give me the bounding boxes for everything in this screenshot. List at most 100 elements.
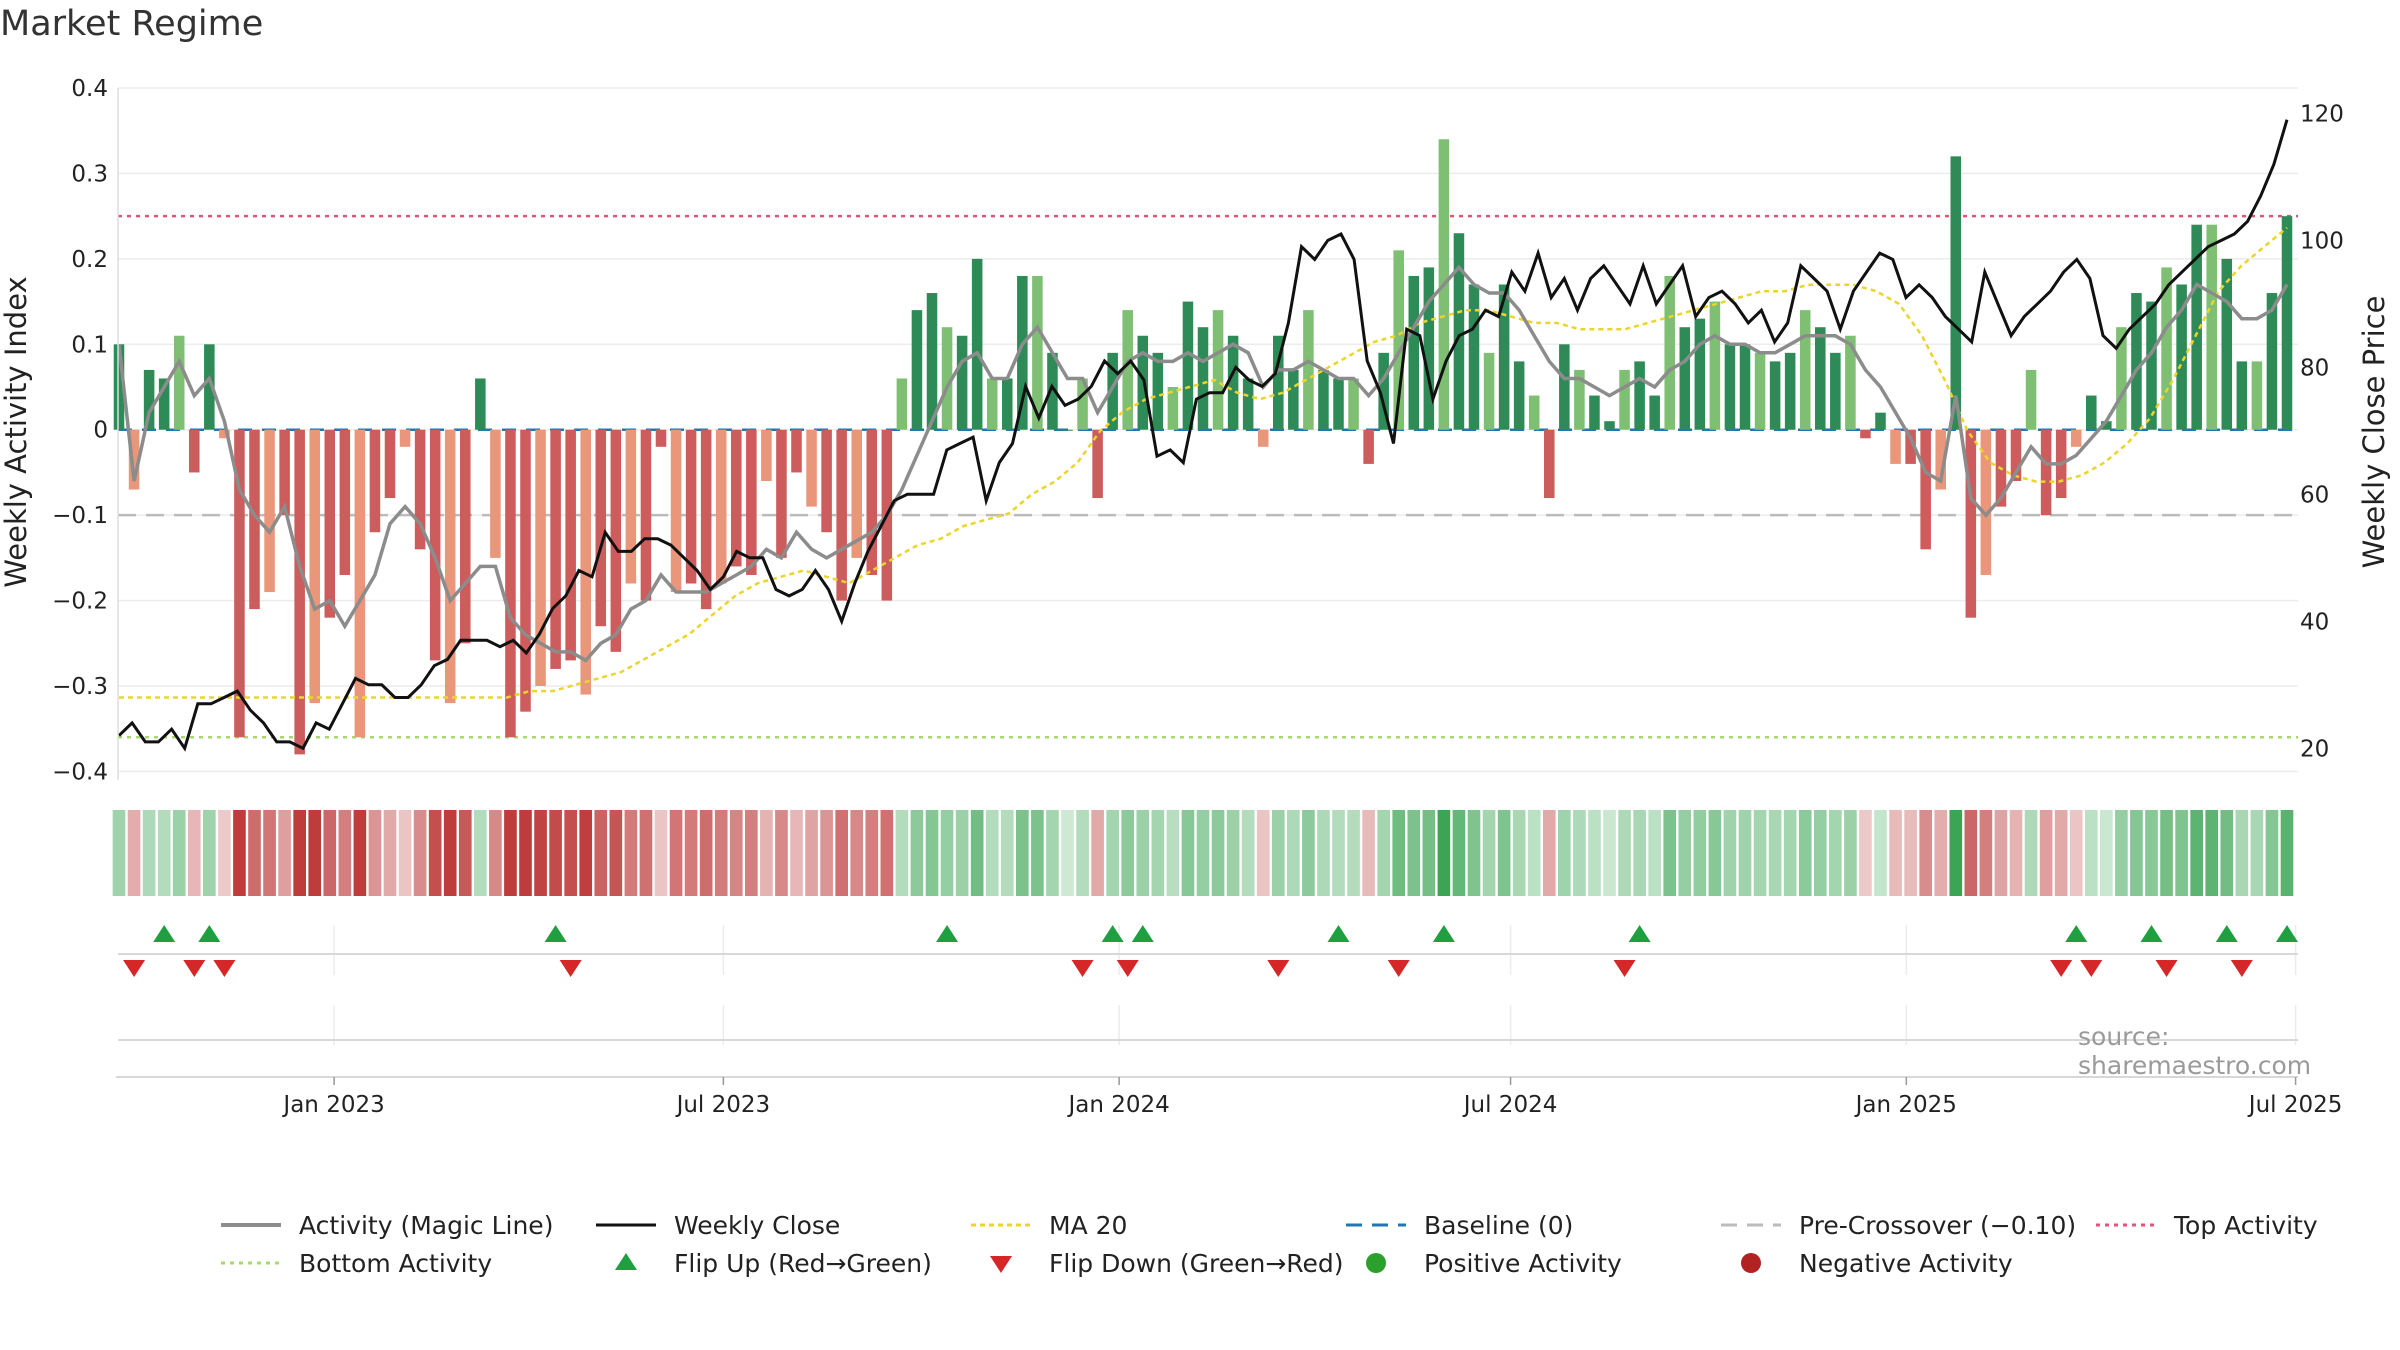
regime-cell [639,810,653,896]
y-tick-label: 0.4 [71,76,108,102]
legend-label: Flip Down (Green→Red) [1049,1248,1344,1278]
activity-bar [354,429,366,738]
legend-label: MA 20 [1049,1210,1128,1240]
regime-cell [1708,810,1722,896]
regime-cell [1573,810,1586,896]
legend-swatch [971,1223,1031,1227]
regime-cell [2024,810,2038,896]
regime-cell [699,810,713,896]
legend-swatch [990,1256,1012,1273]
flip-down-marker [1071,960,1094,977]
activity-bar [821,429,832,533]
regime-cell [1904,810,1917,896]
activity-bar [1815,327,1826,430]
activity-bar [1107,352,1118,430]
y-tick-label: −0.1 [52,503,108,529]
activity-bar [173,335,185,430]
regime-cell [1874,810,1887,896]
regime-cell [2084,810,2098,896]
activity-bar [1498,284,1510,430]
activity-bar [294,429,305,755]
activity-bar [505,429,516,738]
activity-bar [761,429,772,481]
activity-bar [234,429,245,738]
flip-markers [118,925,2298,1041]
regime-cell [1347,810,1360,896]
activity-bar [1017,275,1028,430]
regime-cell [1603,810,1616,896]
flip-up-marker [2140,925,2163,942]
activity-bar [1845,335,1856,430]
regime-cell [2054,810,2068,896]
activity-bar [1212,310,1224,430]
activity-bar [1528,395,1540,430]
activity-bar [731,429,742,567]
x-tick-label: Jul 2025 [2247,1092,2343,1118]
regime-cell [233,810,246,896]
activity-bar [655,429,667,447]
legend-swatch [1741,1253,1761,1273]
activity-bar [776,429,787,558]
regime-cell [594,810,608,896]
regime-cell [1241,810,1255,896]
y-tick-label-right: 120 [2300,101,2344,127]
regime-cell [1542,810,1556,896]
regime-cell [970,810,984,896]
regime-cell [880,810,894,896]
regime-cell [745,810,758,896]
activity-bar [1784,352,1796,430]
activity-bar [113,344,125,430]
regime-cell [1031,810,1044,896]
activity-bar [1137,335,1149,430]
regime-cell [1648,810,1661,896]
flip-down-marker [183,960,206,977]
legend-item-flip-down: Flip Down (Green→Red) [965,1246,1344,1280]
regime-cell [203,810,216,896]
regime-cell [805,810,818,896]
activity-bar [1032,275,1043,430]
y-axis-title-right: Weekly Close Price [2357,296,2391,569]
activity-bar [1799,310,1811,430]
regime-cell [1512,810,1526,896]
activity-bar [625,429,637,584]
ma20-line [119,226,2288,699]
activity-bar [1197,327,1209,430]
regime-cell [1768,810,1782,896]
activity-bar [1092,429,1103,499]
legend-item-positive-activity: Positive Activity [1340,1246,1622,1280]
regime-cell [955,810,969,896]
regime-cell [1437,810,1451,896]
activity-bar [339,429,351,575]
activity-bar [1875,412,1886,430]
regime-cell [353,810,367,896]
regime-cell [1392,810,1406,896]
legend-swatch [1346,1223,1406,1227]
chart-title: Market Regime [0,4,264,44]
activity-bar [1860,429,1871,439]
flip-down-marker [2155,960,2178,977]
regime-cell [775,810,788,896]
flip-up-marker [1131,925,1154,942]
activity-bar [1935,429,1946,490]
activity-bar [791,429,802,473]
activity-bar [264,429,275,593]
activity-bar [444,429,456,704]
regime-cell [1061,810,1074,896]
legend-item-ma20: MA 20 [965,1208,1127,1242]
activity-bar [1348,378,1359,430]
activity-bar [746,429,757,575]
activity-bar [520,429,531,712]
regime-cell [1813,810,1827,896]
regime-cell [714,810,728,896]
regime-cell [534,810,547,896]
x-axis: Jan 2023 Jul 2023 Jan 2024 Jul 2024 Jan 2025… [116,1076,2343,1118]
regime-cell [368,810,382,896]
legend-swatch [1721,1223,1781,1227]
regime-cell [1422,810,1436,896]
regime-cell [1467,810,1481,896]
activity-bar [1318,369,1329,430]
regime-cell [1633,810,1646,896]
legend-item-negative-activity: Negative Activity [1715,1246,2013,1280]
activity-bar [1965,429,1977,618]
activity-bar [2086,395,2097,430]
